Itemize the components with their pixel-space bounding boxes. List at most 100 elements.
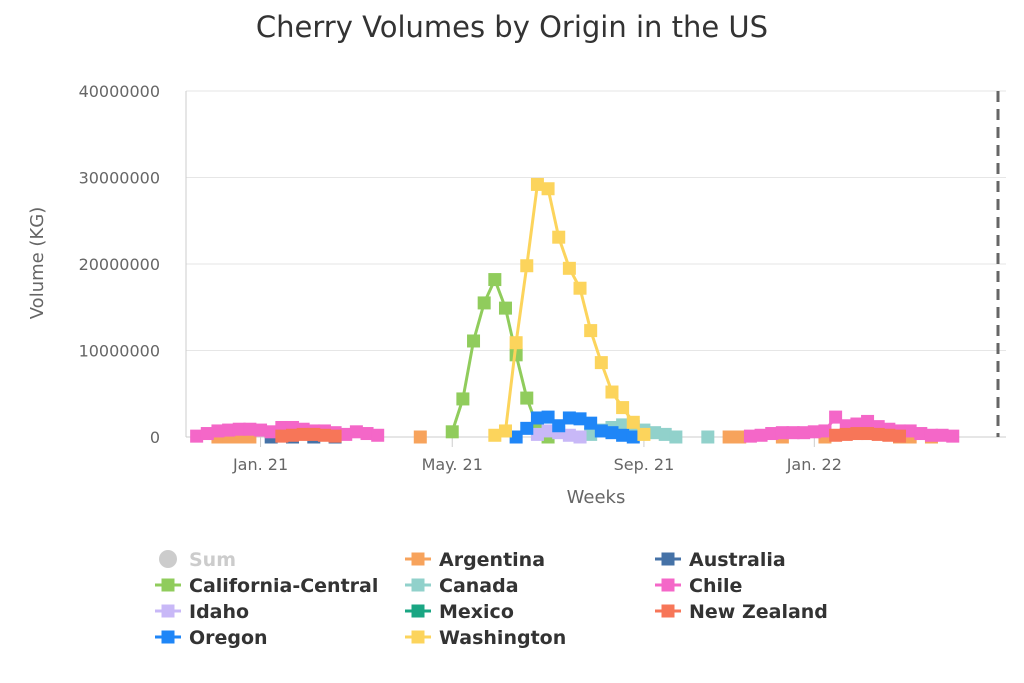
- x-tick-label: Jan. 22: [786, 455, 842, 474]
- y-axis-title: Volume (KG): [27, 207, 48, 319]
- data-point-chile: [797, 426, 811, 440]
- data-point-chile: [924, 428, 938, 442]
- data-point-new-zealand: [275, 429, 289, 443]
- data-point-chile: [349, 425, 363, 439]
- data-point-washington: [562, 261, 576, 275]
- data-point-california-central: [488, 273, 502, 287]
- axis-layer: 0 10000000 20000000 30000000 40000000 Jan. 21…: [79, 82, 1006, 474]
- legend-item-sum[interactable]: Sum: [159, 549, 236, 571]
- data-point-canada: [658, 427, 672, 441]
- data-point-idaho: [573, 430, 587, 444]
- legend-symbol-idaho: [161, 604, 175, 618]
- data-point-chile: [200, 427, 214, 441]
- x-tick-label: Jan. 21: [232, 455, 288, 474]
- data-point-new-zealand: [307, 427, 321, 441]
- data-point-chile: [222, 423, 236, 437]
- data-point-washington: [520, 259, 534, 273]
- data-point-idaho: [541, 424, 555, 438]
- legend[interactable]: Sum Argentina Australia California-Central C…: [155, 549, 828, 649]
- data-point-washington: [552, 230, 566, 244]
- data-point-oregon: [626, 430, 640, 444]
- legend-item-california-central[interactable]: California-Central: [155, 575, 378, 597]
- data-point-california-central: [445, 425, 459, 439]
- legend-label-sum: Sum: [189, 549, 236, 571]
- legend-symbol-washington: [411, 630, 425, 644]
- data-point-chile: [807, 425, 821, 439]
- legend-symbol-new-zealand: [661, 604, 675, 618]
- data-point-chile: [743, 429, 757, 443]
- data-point-new-zealand: [850, 427, 864, 441]
- legend-symbol-oregon: [161, 630, 175, 644]
- legend-item-mexico[interactable]: Mexico: [405, 601, 514, 623]
- data-point-washington: [616, 401, 630, 415]
- legend-label-mexico: Mexico: [439, 601, 514, 623]
- legend-label-chile: Chile: [689, 575, 742, 597]
- data-point-washington: [541, 182, 555, 196]
- data-point-california-central: [520, 391, 534, 405]
- legend-label-oregon: Oregon: [189, 627, 268, 649]
- data-point-chile: [818, 424, 832, 438]
- data-point-washington: [488, 428, 502, 442]
- data-point-california-central: [456, 392, 470, 406]
- data-point-canada: [584, 427, 598, 441]
- series-oregon: [509, 410, 640, 444]
- data-point-new-zealand: [829, 428, 843, 442]
- y-tick-label: 30000000: [79, 169, 160, 188]
- data-point-new-zealand: [871, 427, 885, 441]
- legend-item-oregon[interactable]: Oregon: [155, 627, 268, 649]
- legend-label-canada: Canada: [439, 575, 519, 597]
- legend-item-new-zealand[interactable]: New Zealand: [655, 601, 828, 623]
- data-point-chile: [264, 425, 278, 439]
- data-point-new-zealand: [893, 429, 907, 443]
- chart-title: Cherry Volumes by Origin in the US: [255, 10, 769, 44]
- legend-symbol-mexico: [411, 604, 425, 618]
- data-point-oregon: [541, 410, 555, 424]
- legend-item-washington[interactable]: Washington: [405, 627, 566, 649]
- data-point-canada: [616, 418, 630, 432]
- legend-label-idaho: Idaho: [189, 601, 249, 623]
- legend-symbol-sum: [159, 550, 177, 568]
- data-point-chile: [765, 427, 779, 441]
- data-point-canada: [648, 426, 662, 440]
- legend-label-new-zealand: New Zealand: [689, 601, 828, 623]
- legend-symbol-argentina: [411, 552, 425, 566]
- data-point-new-zealand: [296, 427, 310, 441]
- y-tick-label: 20000000: [79, 255, 160, 274]
- data-point-chile: [254, 423, 268, 437]
- data-point-oregon: [594, 424, 608, 438]
- data-point-washington: [509, 336, 523, 350]
- grid-layer: [186, 90, 1006, 438]
- y-tick-label: 40000000: [79, 82, 160, 101]
- data-point-washington: [626, 415, 640, 429]
- data-point-idaho: [562, 428, 576, 442]
- data-point-oregon: [552, 419, 566, 433]
- legend-item-chile[interactable]: Chile: [655, 575, 742, 597]
- y-tick-label: 0: [150, 428, 160, 447]
- data-point-new-zealand: [882, 428, 896, 442]
- data-point-washington: [498, 424, 512, 438]
- data-point-chile: [360, 427, 374, 441]
- legend-symbol-chile: [661, 578, 675, 592]
- data-point-oregon: [562, 411, 576, 425]
- data-point-washington: [637, 427, 651, 441]
- data-point-argentina: [733, 430, 747, 444]
- data-point-california-central: [477, 296, 491, 310]
- data-point-canada: [701, 430, 715, 444]
- x-tick-label: May. 21: [422, 455, 483, 474]
- legend-item-argentina[interactable]: Argentina: [405, 549, 545, 571]
- legend-symbol-california-central: [161, 578, 175, 592]
- data-point-california-central: [498, 301, 512, 315]
- data-point-chile: [754, 428, 768, 442]
- data-point-new-zealand: [328, 429, 342, 443]
- data-point-new-zealand: [839, 427, 853, 441]
- data-point-chile: [935, 428, 949, 442]
- legend-item-idaho[interactable]: Idaho: [155, 601, 249, 623]
- legend-item-australia[interactable]: Australia: [655, 549, 786, 571]
- x-axis-title: Weeks: [567, 487, 626, 508]
- data-point-oregon: [520, 421, 534, 435]
- data-point-oregon: [530, 411, 544, 425]
- data-point-oregon: [509, 430, 523, 444]
- legend-item-canada[interactable]: Canada: [405, 575, 519, 597]
- data-point-washington: [530, 177, 544, 191]
